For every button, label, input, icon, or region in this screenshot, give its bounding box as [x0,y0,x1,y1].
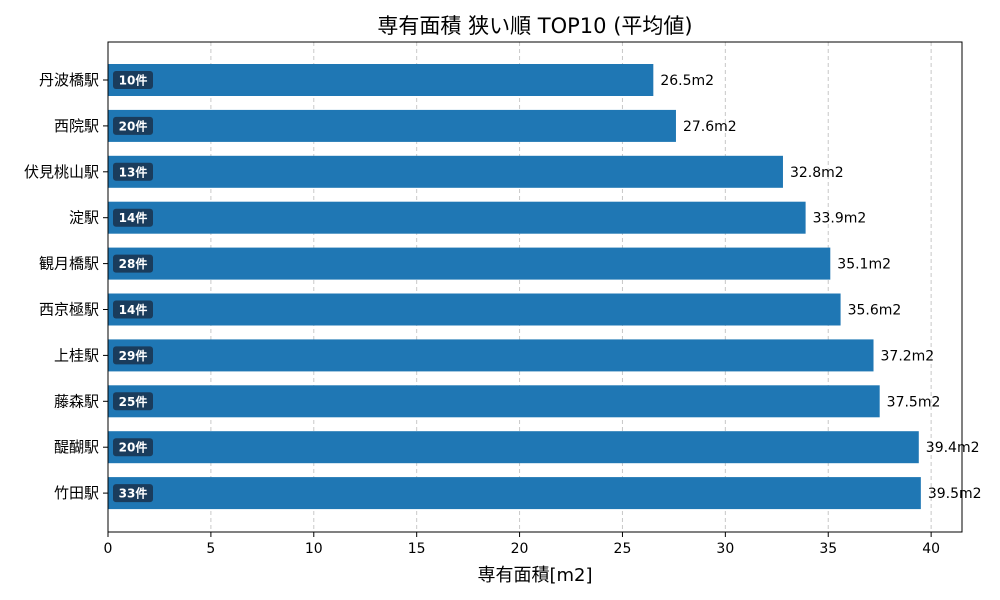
count-label: 25件 [119,394,148,409]
y-tick-label: 醍醐駅 [54,438,99,456]
bar [108,293,841,326]
x-tick-labels: 0 5 10 15 20 25 30 35 40 [104,532,940,557]
y-tick-label: 藤森駅 [54,392,99,410]
y-tick-label: 西院駅 [54,117,99,135]
count-label: 10件 [119,73,148,88]
value-label: 27.6m2 [683,119,737,135]
count-badge [113,208,153,227]
count-label: 14件 [119,210,148,225]
count-label: 20件 [119,440,148,455]
bar [108,201,806,234]
x-tick-label: 40 [922,541,940,557]
x-tick-label: 20 [511,541,529,557]
y-tick-label: 丹波橋駅 [39,71,99,89]
bar [108,155,783,188]
x-tick-label: 25 [614,541,632,557]
y-tick-label: 淀駅 [69,209,99,227]
count-badge [113,392,153,411]
x-tick-label: 5 [206,541,215,557]
count-label: 14件 [119,302,148,317]
value-label: 26.5m2 [660,73,714,89]
count-label: 29件 [119,348,148,363]
x-tick-label: 35 [819,541,837,557]
x-tick-label: 0 [104,541,113,557]
value-label: 32.8m2 [790,165,844,181]
value-label: 37.5m2 [887,394,941,410]
bar [108,247,831,280]
y-tick-label: 西京極駅 [39,301,99,319]
bar [108,477,921,510]
count-badge [113,254,153,273]
bar [108,339,874,372]
bar [108,431,919,464]
value-label: 35.1m2 [837,257,891,273]
bars: 10件 26.5m2 20件 27.6m2 13件 32.8m2 14件 33.9m2 28件 3… [108,64,982,510]
value-label: 39.5m2 [928,486,982,502]
bar [108,64,654,96]
count-badge [113,484,153,503]
y-tick-label: 竹田駅 [54,484,99,502]
value-label: 33.9m2 [813,211,867,227]
bar [108,109,676,142]
y-tick-label: 上桂駅 [54,346,99,364]
x-axis-label: 専有面積[m2] [477,565,592,586]
count-badge [113,162,153,181]
value-label: 39.4m2 [926,440,980,456]
count-badge [113,346,153,365]
count-label: 33件 [119,486,148,501]
value-label: 37.2m2 [881,348,935,364]
count-label: 20件 [119,118,148,133]
count-badge [113,438,153,457]
value-label: 35.6m2 [848,303,902,319]
plot-frame [107,41,963,533]
count-label: 13件 [119,164,148,179]
count-label: 28件 [119,256,148,271]
count-badge [113,300,153,319]
count-badge [113,116,153,135]
y-tick-label: 伏見桃山駅 [24,163,99,181]
chart-title: 専有面積 狭い順 TOP10 (平均値) [377,14,692,38]
y-tick-label: 観月橋駅 [39,255,99,273]
x-tick-label: 30 [716,541,734,557]
count-badge [113,71,153,89]
bar [108,385,880,418]
x-tick-label: 15 [408,541,426,557]
x-tick-label: 10 [305,541,323,557]
